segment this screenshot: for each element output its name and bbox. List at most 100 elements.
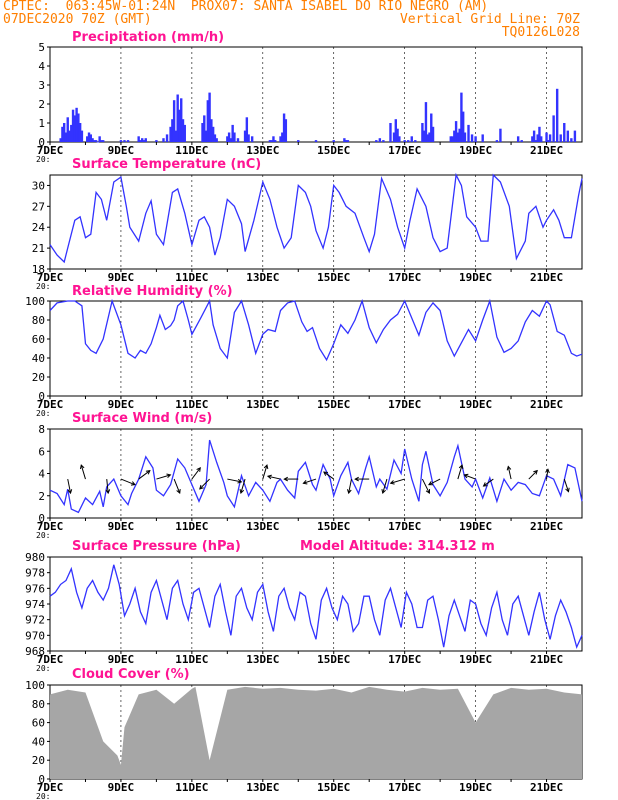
x-tick-label: 7DEC <box>37 271 64 284</box>
precipitation-bar <box>87 132 91 142</box>
precipitation-bar <box>532 130 536 142</box>
x-tick-label: 9DEC <box>108 520 135 533</box>
x-tick-label: 11DEC <box>175 781 208 794</box>
precipitation-bar <box>516 136 520 142</box>
wind-arrow <box>120 478 136 486</box>
series-line <box>49 439 583 514</box>
precipitation-bar <box>203 115 206 142</box>
precipitation-bar <box>231 124 234 142</box>
wind-arrow-head <box>354 476 359 482</box>
x-tick-stub-label: 20: <box>36 409 50 418</box>
wind-arrow <box>563 478 569 492</box>
panel-frame <box>49 46 583 143</box>
precipitation-bar <box>407 140 410 142</box>
panel-title: Relative Humidity (%) <box>72 284 233 299</box>
precipitation-bar <box>268 140 272 142</box>
x-tick-label: 9DEC <box>108 144 135 157</box>
x-tick-label: 7DEC <box>37 781 64 794</box>
precipitation-bar <box>422 130 426 142</box>
precipitation-bar <box>428 132 431 142</box>
x-tick-label: 17DEC <box>388 144 421 157</box>
precipitation-bar <box>540 136 543 142</box>
precipitation-bar <box>229 138 233 142</box>
precipitation-bar <box>174 130 178 142</box>
precipitation-bar <box>96 142 100 143</box>
precipitation-bar <box>59 138 62 142</box>
header-date: 07DEC2020 70Z (GMT) <box>3 12 152 27</box>
x-tick-label: 21DEC <box>530 271 563 284</box>
precipitation-bar <box>346 140 350 142</box>
panel-title: Surface Temperature (nC) <box>72 157 261 172</box>
x-tick-label: 21DEC <box>530 781 563 794</box>
x-tick-label: 19DEC <box>459 520 492 533</box>
precipitation-bar <box>165 134 169 142</box>
precipitation-bar <box>155 140 158 142</box>
precipitation-bar <box>545 132 548 142</box>
precipitation-bar <box>451 136 454 142</box>
wind-arrow-head <box>428 481 433 486</box>
y-tick-label: 0 <box>38 773 45 786</box>
y-tick-label: 8 <box>38 423 45 436</box>
precipitation-bar <box>141 138 144 142</box>
y-tick-label: 18 <box>32 263 45 276</box>
precipitation-bar <box>430 113 433 142</box>
x-tick-label: 17DEC <box>388 781 421 794</box>
wind-arrow <box>428 478 441 486</box>
wind-arrow-head <box>533 469 538 475</box>
precipitation-bar <box>470 134 474 142</box>
precipitation-bar <box>531 136 534 142</box>
precipitation-bar <box>520 140 523 142</box>
precipitation-bar <box>378 138 382 142</box>
precipitation-bar <box>123 140 126 142</box>
x-tick-label: 13DEC <box>246 520 279 533</box>
x-tick-label: 11DEC <box>175 271 208 284</box>
y-tick-label: 100 <box>25 679 45 692</box>
y-tick-label: 0 <box>38 136 45 149</box>
precipitation-bar <box>86 136 89 142</box>
wind-arrow-head <box>482 482 488 487</box>
wind-arrow-head <box>196 467 201 472</box>
y-tick-label: 4 <box>38 468 45 481</box>
x-tick-label: 7DEC <box>37 398 64 411</box>
series-line <box>49 564 583 650</box>
precipitation-bar <box>538 126 541 142</box>
precipitation-bar <box>78 123 82 142</box>
y-tick-label: 21 <box>32 242 45 255</box>
precipitation-bar <box>142 140 146 142</box>
precipitation-bar <box>534 140 538 142</box>
precipitation-bar <box>566 130 570 142</box>
y-tick-label: 30 <box>32 179 45 192</box>
precipitation-bar <box>176 94 179 142</box>
x-tick-label: 9DEC <box>108 781 135 794</box>
x-tick-label: 21DEC <box>530 520 563 533</box>
precipitation-bar <box>421 123 424 142</box>
x-tick-label: 21DEC <box>530 144 563 157</box>
precipitation-bar <box>162 138 165 142</box>
precipitation-bar <box>481 134 484 142</box>
x-tick-label: 9DEC <box>108 271 135 284</box>
x-tick-label: 11DEC <box>175 653 208 666</box>
x-tick-stub-label: 20: <box>36 155 50 164</box>
x-tick-label: 17DEC <box>388 653 421 666</box>
precipitation-bar <box>495 140 499 142</box>
precipitation-bar <box>297 140 300 142</box>
wind-arrow <box>390 478 405 484</box>
precipitation-bar <box>144 138 147 142</box>
precipitation-bar <box>282 113 286 142</box>
x-tick-label: 11DEC <box>175 520 208 533</box>
x-tick-label: 15DEC <box>317 653 350 666</box>
precipitation-bar <box>559 134 562 142</box>
y-tick-label: 978 <box>25 567 45 580</box>
x-tick-stub-label: 20: <box>36 792 50 800</box>
wind-arrow <box>67 478 72 494</box>
wind-arrow-head <box>176 489 181 495</box>
header-code: TQ0126L028 <box>501 25 580 40</box>
y-tick-label: 80 <box>32 698 45 711</box>
wind-arrow <box>173 478 181 494</box>
precipitation-bar <box>563 123 566 142</box>
precipitation-bar <box>274 140 277 142</box>
precipitation-bar <box>227 132 231 142</box>
wind-arrow <box>262 464 268 480</box>
precipitation-bar <box>552 115 555 142</box>
precipitation-bar <box>89 134 92 142</box>
